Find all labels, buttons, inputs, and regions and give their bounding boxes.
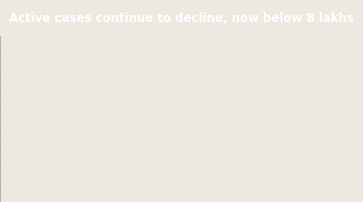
Text: Active cases continue to decline, now below 8 lakhs: Active cases continue to decline, now be… (9, 12, 354, 25)
